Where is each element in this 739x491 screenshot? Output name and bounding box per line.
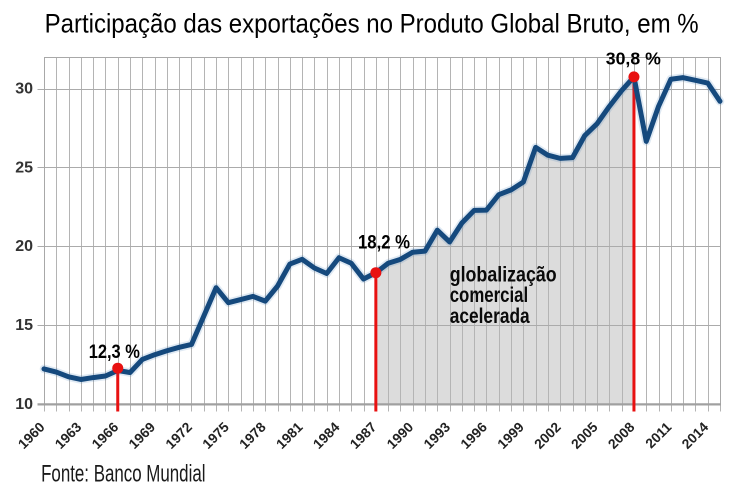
svg-text:20: 20 xyxy=(15,238,33,255)
svg-text:comercial: comercial xyxy=(450,283,529,307)
svg-text:10: 10 xyxy=(15,396,33,413)
svg-text:12,3 %: 12,3 % xyxy=(89,341,140,363)
svg-text:acelerada: acelerada xyxy=(450,304,531,328)
svg-text:18,2 %: 18,2 % xyxy=(358,231,410,253)
svg-text:25: 25 xyxy=(15,159,33,176)
svg-text:Fonte: Banco Mundial: Fonte: Banco Mundial xyxy=(41,460,205,487)
svg-text:30: 30 xyxy=(15,81,33,98)
svg-text:Participação das exportações n: Participação das exportações no Produto … xyxy=(45,9,699,38)
svg-text:30,8 %: 30,8 % xyxy=(606,49,661,69)
svg-text:15: 15 xyxy=(15,317,33,334)
svg-text:globalização: globalização xyxy=(450,262,557,286)
